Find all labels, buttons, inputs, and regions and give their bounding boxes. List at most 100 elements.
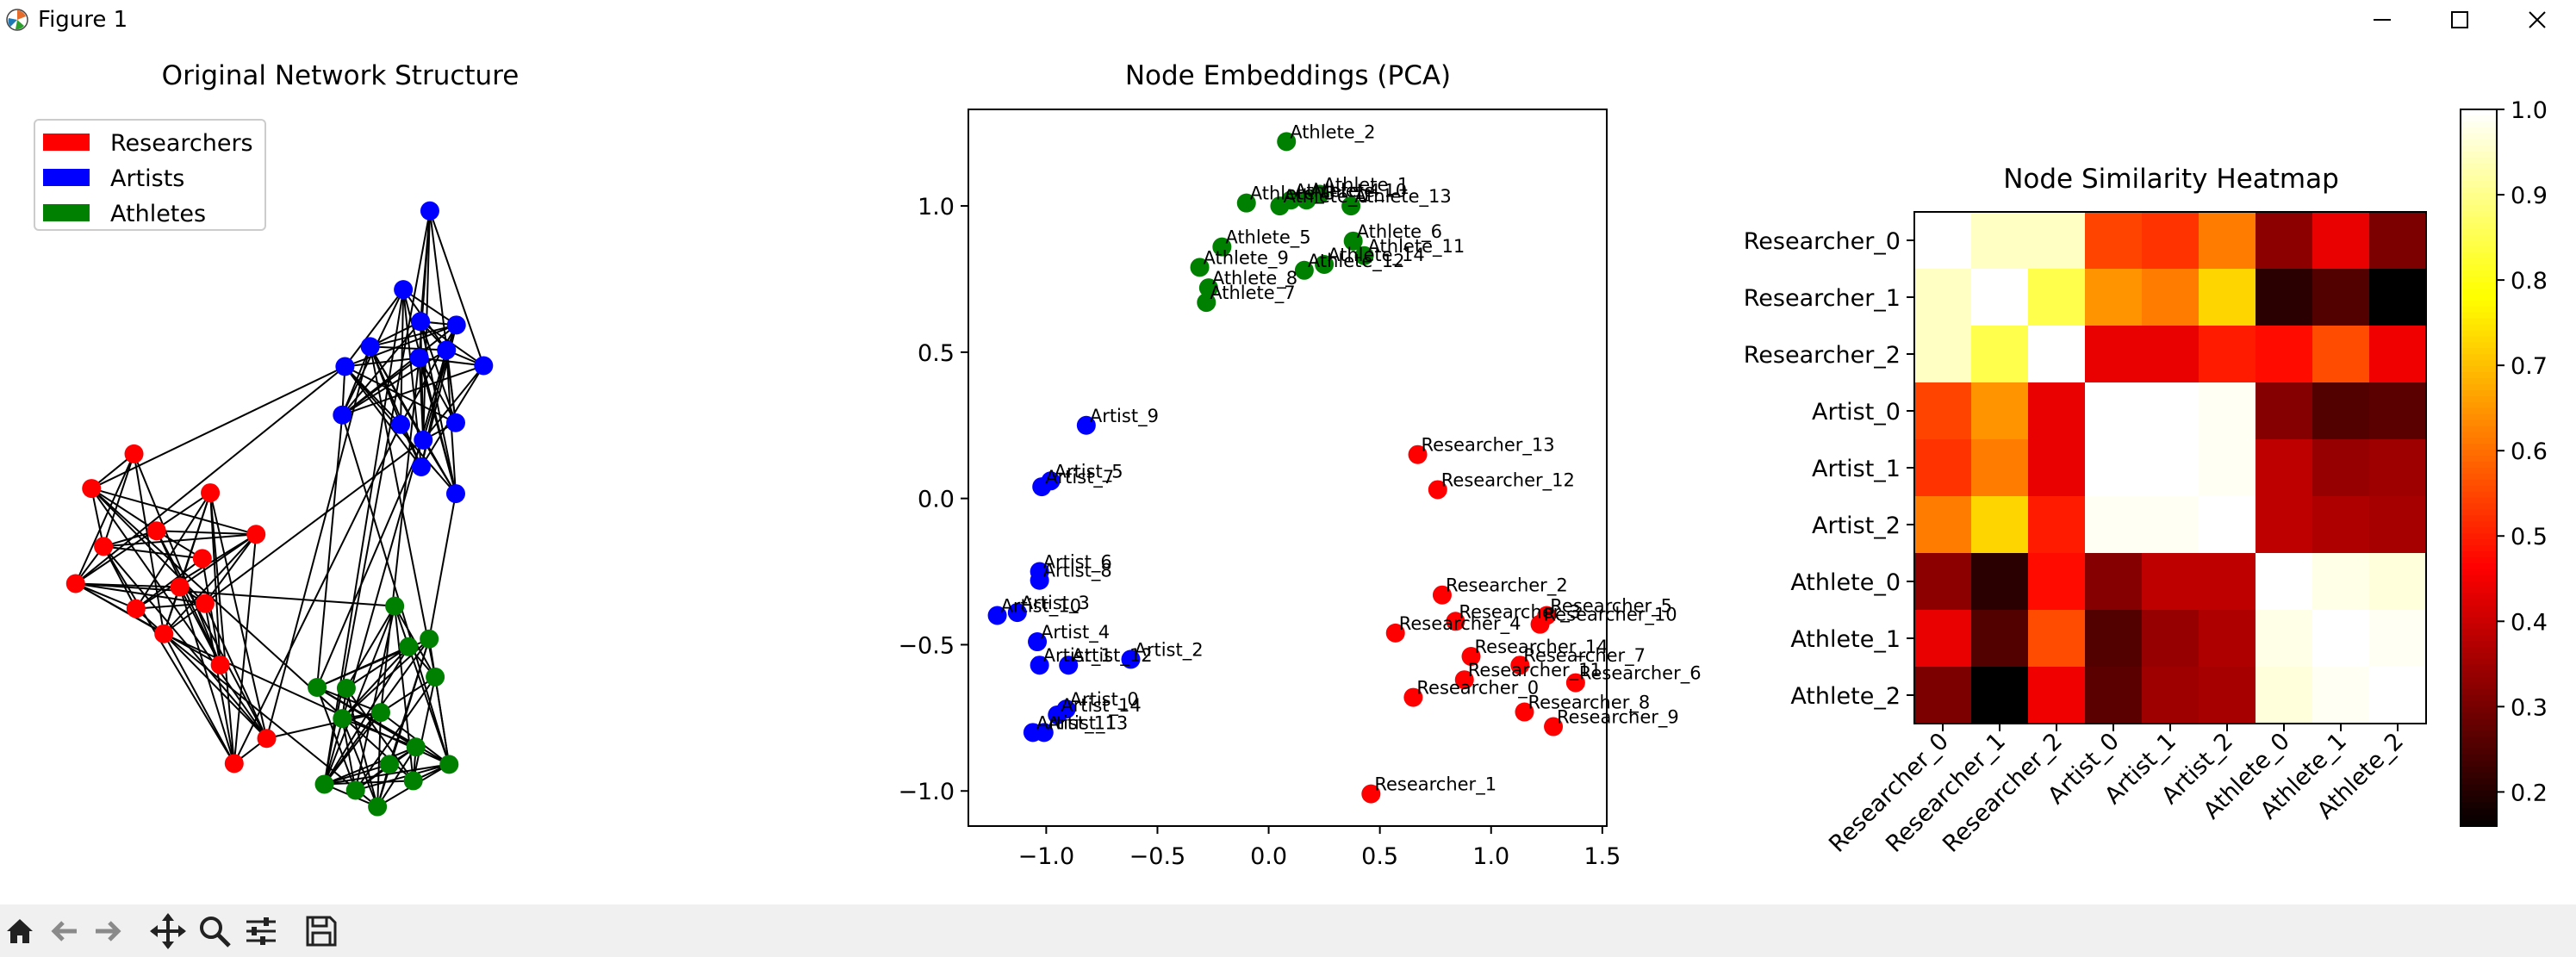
heatmap-cell [2199,496,2256,554]
home-button[interactable] [0,911,40,951]
save-button[interactable] [302,911,341,951]
navigation-toolbar [0,904,2576,957]
network-edge [345,606,395,689]
colorbar-gradient-band [2461,444,2497,451]
colorbar-gradient-band [2461,234,2497,242]
scatter-point-label: Researcher_2 [1446,575,1568,597]
scatter-point [1028,632,1048,652]
scatter-point [1007,603,1027,623]
colorbar-gradient-band [2461,294,2497,301]
heatmap-cell [2256,269,2313,326]
network-node [336,679,356,698]
heatmap-row-label: Artist_1 [1812,456,1901,482]
network-edge [204,533,258,605]
scatter-point-label: Athlete_11 [1368,236,1465,258]
heatmap-cell [1971,212,2029,270]
heatmap-cell [1914,610,1972,668]
network-edge [155,530,268,739]
close-button[interactable] [2498,0,2576,40]
network-edge [323,606,396,785]
maximize-button[interactable] [2421,0,2498,40]
zoom-button[interactable] [195,911,234,951]
network-edge [376,746,417,808]
colorbar-gradient-band [2461,473,2497,481]
colorbar-gradient-band [2461,139,2497,146]
colorbar-gradient-band [2461,121,2497,128]
colorbar-gradient-band [2461,754,2497,761]
network-edge [203,603,235,764]
network-edge [316,414,344,688]
scatter-point-label: Researcher_11 [1468,660,1602,681]
heatmap-cell [2312,496,2370,554]
network-edge [90,488,414,782]
colorbar-gradient-band [2461,647,2497,654]
network-edge [103,453,135,547]
heatmap-cell [1971,439,2029,497]
colorbar-gradient-band [2461,587,2497,594]
scatter-ticks: −1.0 −0.5 0.0 0.5 1.0 1.5 −1.0 −0.5 0.0 0.5 1.0 [898,194,1621,870]
heatmap-cell [2028,439,2086,497]
scatter-point-label: Artist_9 [1090,406,1159,427]
heatmap-cell [2028,382,2086,440]
back-button[interactable] [45,911,84,951]
zoom-magnifier-icon [200,917,231,948]
colorbar-gradient-band [2461,742,2497,749]
figure-canvas: Original Network Structure Researchers A… [34,60,2548,870]
colorbar-gradient-band [2461,503,2497,511]
colorbar-gradient-band [2461,389,2497,397]
network-edge [323,289,405,785]
configure-subplots-button[interactable] [241,911,281,951]
network-edge [266,712,382,740]
network-edge [345,645,409,689]
network-edge [201,558,221,666]
colorbar-gradient-band [2461,438,2497,445]
heatmap-cells [1914,212,2427,724]
network-node [445,413,465,432]
scatter-point [1530,614,1550,634]
colorbar-gradient-band [2461,557,2497,564]
scatter-point [1281,190,1301,210]
scatter-point-label: Athlete_0 [1283,186,1368,208]
colorbar-gradient-band [2461,277,2497,283]
network-edge [163,492,212,635]
colorbar-gradient-band [2461,485,2497,493]
scatter-point-label: Artist_8 [1043,561,1112,582]
colorbar-gradient-band [2461,515,2497,523]
heatmap-cell [1914,212,1972,270]
colorbar-gradient-band [2461,187,2497,194]
network-edge [316,687,450,766]
colorbar-gradient-band [2461,527,2497,535]
scatter-point-label: Researcher_9 [1557,707,1679,729]
heatmap-cell [1971,326,2029,383]
heatmap-cell [2199,269,2256,326]
colorbar-gradient-band [2461,664,2497,672]
network-node [446,315,466,335]
scatter-point-label: Athlete_10 [1310,180,1407,202]
heatmap-cell [2142,553,2200,611]
scatter-point-label: Artist_1 [1043,645,1112,667]
network-edge [316,645,409,688]
network-node [385,596,405,616]
network-edge [209,493,235,764]
scatter-point-label: Athlete_3 [1250,183,1335,205]
network-edge [90,488,105,547]
heatmap-cell [2142,439,2200,497]
scatter-point-label: Researcher_0 [1416,678,1539,699]
scatter-point-label: Artist_3 [1021,593,1090,614]
forward-arrow-icon [96,921,121,941]
colorbar-gradient-band [2461,605,2497,612]
scatter-point-label: Artist_6 [1043,552,1112,574]
network-node [94,537,114,556]
heatmap-cell [2256,496,2313,554]
colorbar-gradient-band [2461,491,2497,499]
network-edge [103,533,257,548]
heatmap-cell [2142,326,2200,383]
network-edge [133,453,165,634]
pan-button[interactable] [148,911,188,951]
network-edge [422,364,485,441]
minimize-button[interactable] [2343,0,2421,40]
forward-button[interactable] [88,911,128,951]
legend-swatch-researchers [43,134,90,151]
colorbar-gradient-band [2461,283,2497,289]
heatmap-cell [2199,382,2256,440]
